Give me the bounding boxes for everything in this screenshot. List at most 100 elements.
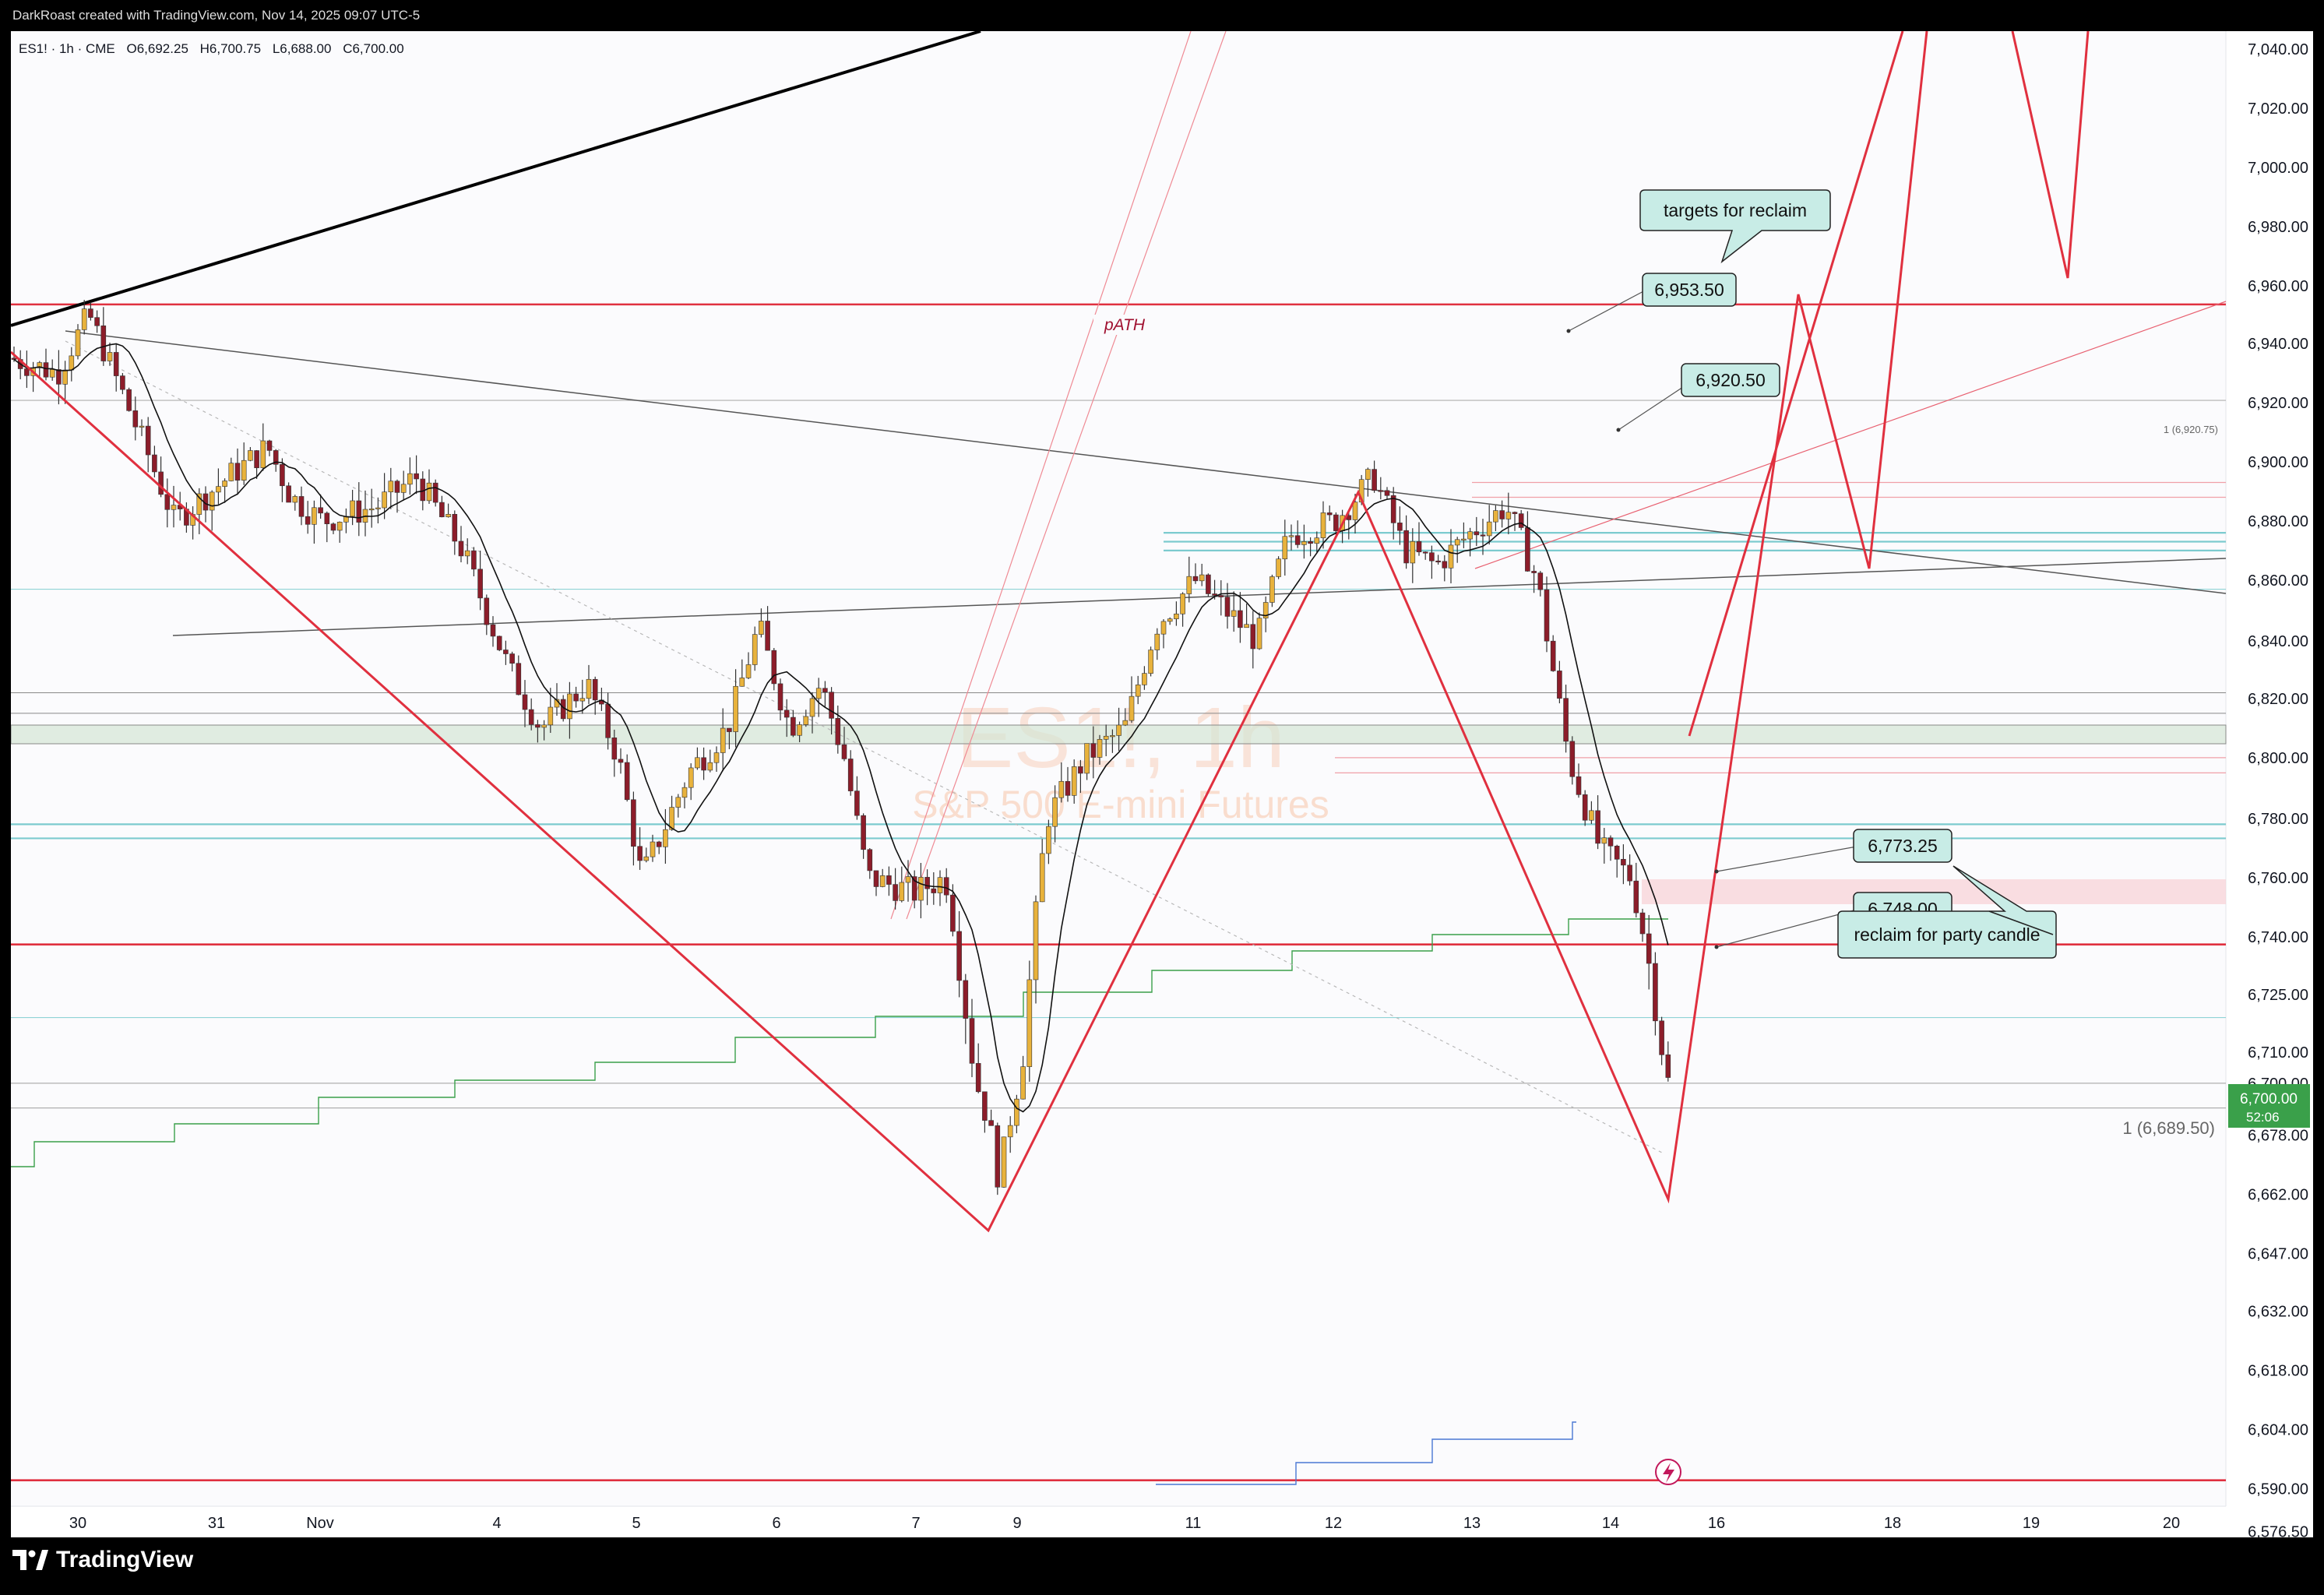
label-6773[interactable]: 6,773.25 <box>1853 829 1953 863</box>
candle-body <box>471 550 477 570</box>
tradingview-logo-icon <box>12 1550 48 1570</box>
time-tick-label: Nov <box>306 1515 334 1532</box>
price-tick-label: 6,710.00 <box>2248 1044 2308 1062</box>
fib-label-large: 1 (6,689.50) <box>2122 1118 2215 1138</box>
time-tick-label: 12 <box>1325 1515 1342 1532</box>
price-tick-label: 6,880.00 <box>2248 513 2308 530</box>
candle-body <box>899 882 905 901</box>
candle-body <box>752 634 758 665</box>
candle-body <box>911 876 917 901</box>
candle-body <box>1537 572 1544 590</box>
candle-body <box>1250 624 1256 650</box>
candle-body <box>164 494 171 510</box>
candle-body <box>1563 698 1569 742</box>
lightning-icon[interactable] <box>1655 1459 1681 1485</box>
candle-body <box>1116 724 1122 736</box>
candle-body <box>969 1018 975 1064</box>
targets-note[interactable]: targets for reclaim <box>1639 189 1831 264</box>
candle-body <box>1206 574 1211 594</box>
candle-body <box>24 368 30 376</box>
candle-body <box>681 787 688 798</box>
candle-body <box>75 329 81 357</box>
candle-body <box>273 450 279 465</box>
candle-body <box>841 744 847 759</box>
candle-body <box>509 653 515 664</box>
candle-body <box>1639 912 1646 935</box>
tradingview-logo[interactable]: TradingView <box>12 1540 193 1579</box>
red-channel-1 <box>890 31 1192 920</box>
candle-body <box>382 491 387 509</box>
price-chart[interactable]: ES1!, 1h S&P 500 E-mini Futures pAT <box>11 31 2313 1537</box>
candle-body <box>1461 538 1467 540</box>
symbol-title: ES1! · 1h · CME <box>19 41 115 56</box>
candle-body <box>739 678 745 687</box>
candle-body <box>956 931 962 981</box>
candle-body <box>771 650 777 685</box>
price-axis[interactable] <box>2226 31 2313 1506</box>
candle-body <box>943 877 949 896</box>
price-tick-label: 6,820.00 <box>2248 691 2308 708</box>
candle-body <box>669 807 674 830</box>
reclaim-note[interactable]: reclaim for party candle <box>1837 865 2057 959</box>
candle-body <box>120 375 125 390</box>
candle-body <box>701 757 706 771</box>
candle-body <box>330 523 336 531</box>
price-tick-label: 6,760.00 <box>2248 870 2308 887</box>
candle-body <box>1493 510 1498 523</box>
candle-body <box>1607 837 1614 847</box>
candle-body <box>937 877 943 893</box>
candle-body <box>1531 571 1537 573</box>
candle-body <box>867 849 873 871</box>
candle-body <box>312 507 317 525</box>
candle-body <box>1372 469 1377 491</box>
time-tick-label: 6 <box>772 1515 780 1532</box>
price-tick-label: 6,740.00 <box>2248 929 2308 946</box>
time-tick-label: 30 <box>69 1515 86 1532</box>
candle-body <box>414 473 419 480</box>
candle-body <box>1288 535 1294 537</box>
red-zigzag-projection <box>11 31 1928 1233</box>
candle-body <box>1052 797 1058 827</box>
price-tick-label: 6,840.00 <box>2248 633 2308 650</box>
candle-body <box>1154 633 1160 650</box>
label-6953[interactable]: 6,953.50 <box>1642 273 1737 307</box>
candle-body <box>1397 523 1403 531</box>
price-tick-label: 6,576.50 <box>2248 1524 2308 1537</box>
candle-body <box>535 724 541 728</box>
candle-body <box>745 664 752 678</box>
time-tick-label: 20 <box>2163 1515 2180 1532</box>
candle-body <box>43 362 49 378</box>
fib-label-small: 1 (6,920.75) <box>2164 424 2218 435</box>
candle-body <box>1576 776 1582 795</box>
candle-body <box>1480 534 1486 537</box>
svg-text:targets for reclaim: targets for reclaim <box>1664 200 1807 220</box>
candle-body <box>1627 864 1632 882</box>
time-axis[interactable] <box>11 1506 2313 1537</box>
candle-body <box>1186 576 1192 594</box>
candles <box>11 300 1671 1195</box>
candle-body <box>139 425 145 428</box>
candle-body <box>234 463 241 481</box>
candle-body <box>439 502 445 518</box>
price-tick-label: 6,590.00 <box>2248 1481 2308 1498</box>
candle-body <box>241 459 247 481</box>
candle-body <box>222 481 227 487</box>
candle-body <box>228 463 234 481</box>
last-price: 6,700.00 <box>2240 1091 2298 1107</box>
candle-body <box>1314 537 1320 544</box>
candle-body <box>375 507 381 509</box>
candle-body <box>982 1091 988 1121</box>
candle-body <box>171 505 177 510</box>
candle-body <box>1499 510 1505 519</box>
candle-body <box>950 894 956 932</box>
candle-body <box>1403 530 1409 564</box>
candle-body <box>528 709 534 725</box>
candle-body <box>1601 837 1607 844</box>
label-6920[interactable]: 6,920.50 <box>1681 363 1780 397</box>
plot-area[interactable] <box>11 31 2226 1506</box>
candle-body <box>631 799 636 847</box>
candle-body <box>1276 558 1281 577</box>
candle-body <box>394 481 400 493</box>
candle-body <box>1122 720 1129 726</box>
candle-body <box>1442 561 1448 569</box>
